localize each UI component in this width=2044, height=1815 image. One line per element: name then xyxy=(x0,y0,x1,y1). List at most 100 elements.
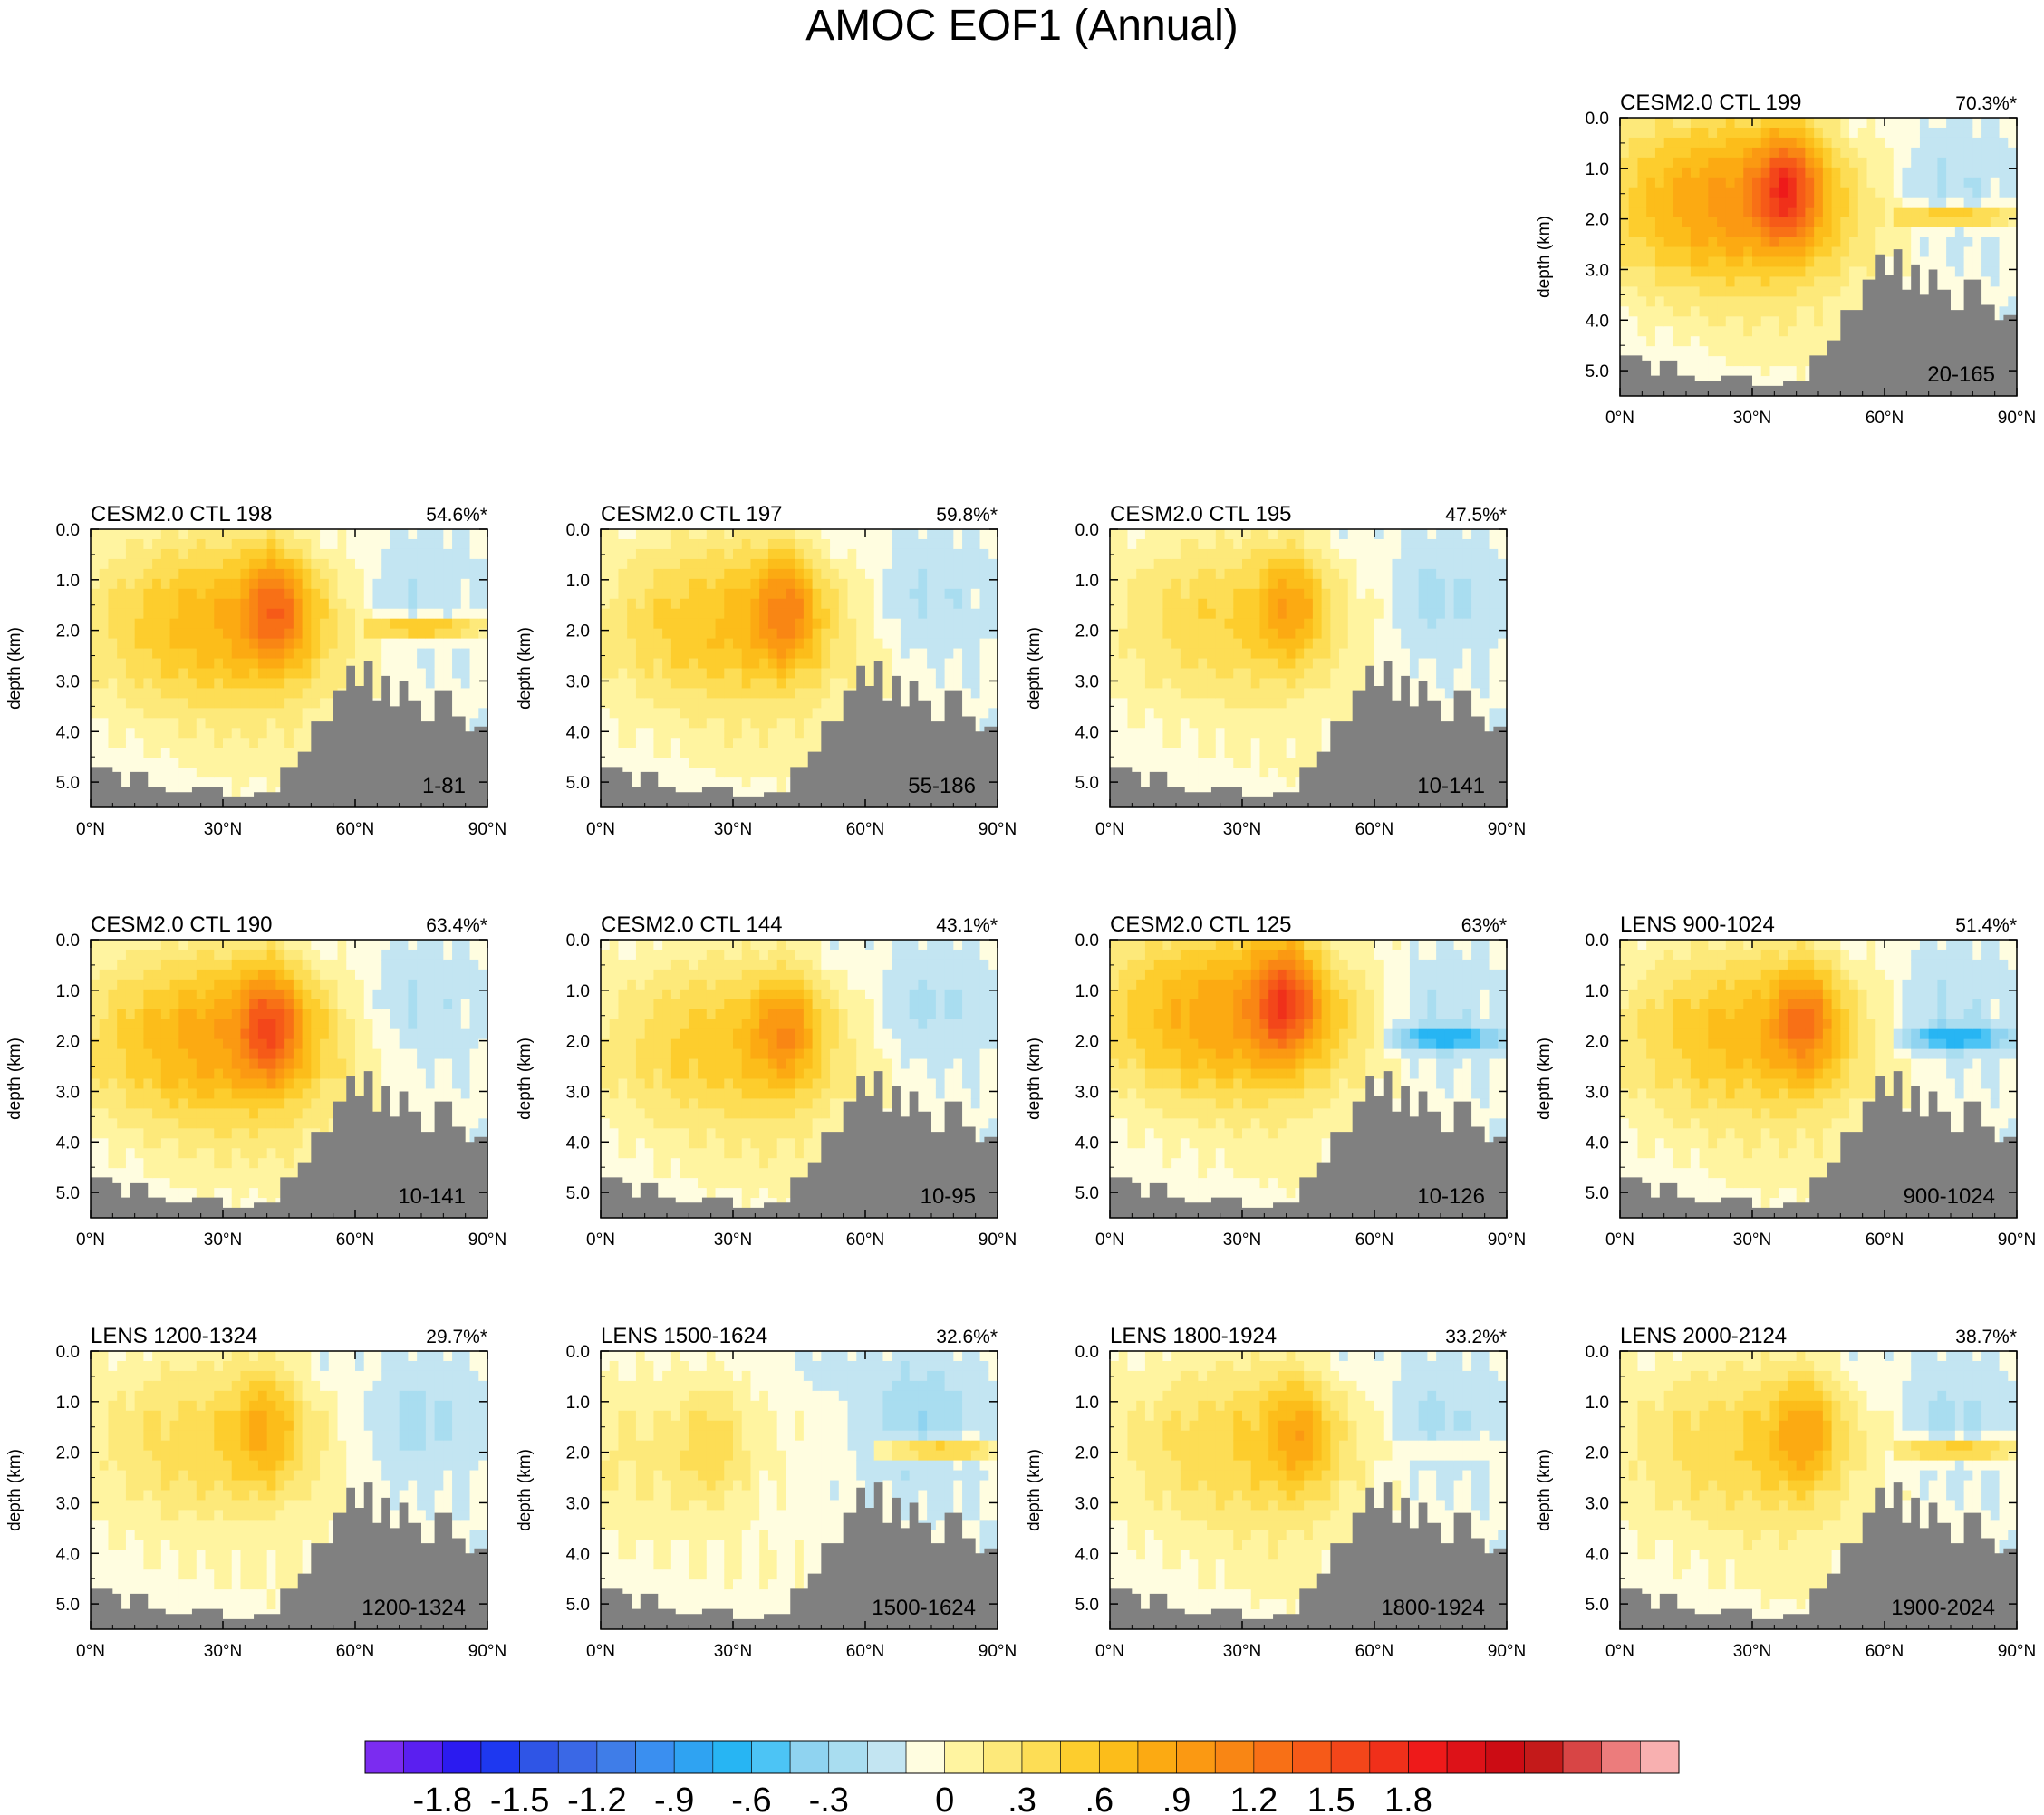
field-cell xyxy=(1849,167,1859,179)
field-cell xyxy=(1365,548,1375,560)
field-cell xyxy=(1682,246,1692,258)
field-cell xyxy=(1304,708,1314,719)
field-cell xyxy=(1734,127,1744,139)
field-cell xyxy=(434,668,444,680)
field-cell xyxy=(240,628,250,640)
field-cell xyxy=(1796,266,1806,278)
field-cell xyxy=(178,678,188,690)
field-cell xyxy=(953,578,963,590)
panel-variance: 70.3%* xyxy=(1955,93,2017,114)
field-cell xyxy=(275,698,285,709)
field-cell xyxy=(1654,217,1665,228)
field-cell xyxy=(1822,217,1833,228)
field-cell xyxy=(125,668,136,680)
field-cell xyxy=(1215,538,1226,550)
field-cell xyxy=(2008,256,2018,268)
field-cell xyxy=(205,638,215,650)
field-cell xyxy=(609,578,620,590)
field-cell xyxy=(698,658,708,670)
field-cell xyxy=(328,638,339,650)
field-cell xyxy=(152,777,162,788)
field-cell xyxy=(1233,538,1243,550)
field-cell xyxy=(909,648,919,660)
field-cell xyxy=(188,638,198,650)
field-cell xyxy=(1796,316,1806,327)
field-cell xyxy=(214,568,224,580)
field-cell xyxy=(1321,698,1331,709)
field-cell xyxy=(1339,668,1349,680)
field-cell xyxy=(1814,227,1824,238)
field-cell xyxy=(1118,708,1129,719)
field-cell xyxy=(231,638,242,650)
field-cell xyxy=(99,558,110,570)
field-cell xyxy=(434,648,444,660)
field-cell xyxy=(125,598,136,610)
field-cell xyxy=(1981,296,1991,307)
field-cell xyxy=(257,598,268,610)
field-cell xyxy=(1990,246,2001,258)
field-cell xyxy=(1831,266,1841,278)
field-cell xyxy=(838,529,849,540)
field-cell xyxy=(1902,227,1912,238)
field-cell xyxy=(1162,758,1172,768)
field-cell xyxy=(1831,177,1841,188)
field-cell xyxy=(918,608,928,620)
field-cell xyxy=(381,598,391,610)
field-cell xyxy=(1919,266,1930,278)
field-cell xyxy=(680,618,689,630)
field-cell xyxy=(469,558,479,570)
field-cell xyxy=(1189,688,1199,699)
field-cell xyxy=(1796,326,1806,337)
field-cell xyxy=(460,588,471,600)
field-cell xyxy=(478,598,488,610)
field-cell xyxy=(1760,217,1771,228)
field-cell xyxy=(1259,538,1269,550)
field-cell xyxy=(1673,197,1682,208)
field-cell xyxy=(469,618,479,630)
field-cell xyxy=(1286,558,1296,570)
field-cell xyxy=(635,678,646,690)
field-cell xyxy=(1663,177,1673,188)
field-cell xyxy=(944,658,954,670)
field-cell xyxy=(443,628,453,640)
field-cell xyxy=(1321,608,1331,620)
field-cell xyxy=(1999,137,2009,149)
field-cell xyxy=(865,558,875,570)
field-cell xyxy=(1242,678,1252,690)
field-cell xyxy=(1628,316,1639,327)
field-cell xyxy=(1646,346,1656,357)
field-cell xyxy=(812,658,822,670)
field-cell xyxy=(1787,286,1798,297)
field-cell xyxy=(231,698,242,709)
field-cell xyxy=(1946,137,1956,149)
field-cell xyxy=(1885,187,1895,198)
field-cell xyxy=(1136,538,1146,550)
field-cell xyxy=(1690,118,1701,129)
field-cell xyxy=(143,748,153,758)
field-cell xyxy=(328,608,339,620)
field-cell xyxy=(644,578,654,590)
field-cell xyxy=(1312,578,1323,590)
field-cell xyxy=(689,608,699,620)
field-cell xyxy=(1725,197,1736,208)
field-cell xyxy=(249,608,259,620)
field-cell xyxy=(1347,668,1358,680)
field-cell xyxy=(1743,217,1753,228)
field-cell xyxy=(830,558,840,570)
field-cell xyxy=(223,608,233,620)
field-cell xyxy=(1822,197,1833,208)
field-cell xyxy=(635,708,646,719)
field-cell xyxy=(1734,326,1744,337)
field-cell xyxy=(1654,336,1665,347)
field-cell xyxy=(1822,187,1833,198)
field-cell xyxy=(1796,177,1806,188)
field-cell xyxy=(1330,628,1340,640)
field-cell xyxy=(812,648,822,660)
field-cell xyxy=(1171,568,1181,580)
field-cell xyxy=(1277,738,1287,748)
field-cell xyxy=(188,768,198,778)
field-cell xyxy=(214,748,224,758)
field-cell xyxy=(1673,187,1682,198)
field-cell xyxy=(1339,578,1349,590)
field-cell xyxy=(108,708,118,719)
